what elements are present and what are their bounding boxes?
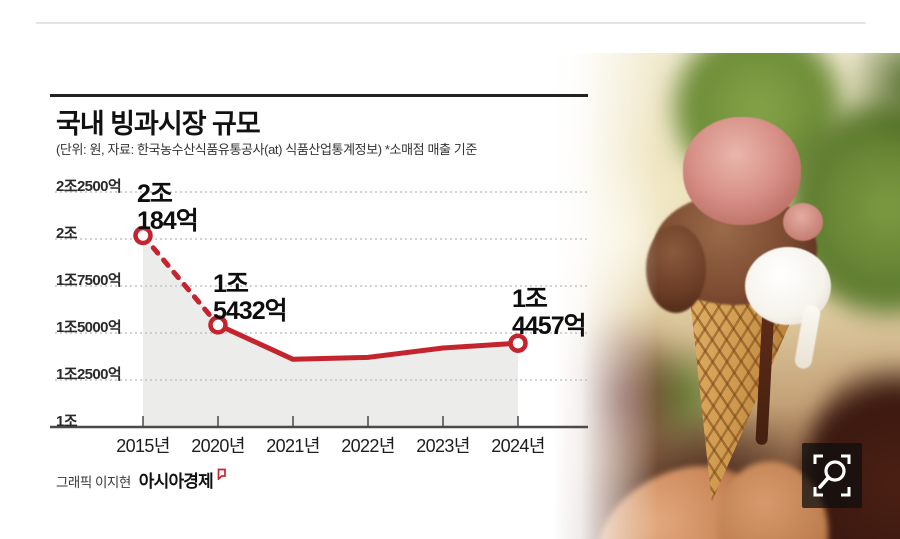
y-tick-label: 2조 [56, 225, 78, 242]
brand-name: 아시아경제 [138, 472, 214, 491]
data-label: 1조 5432억 [213, 270, 288, 325]
data-label-line: 1조 [213, 270, 249, 298]
zoom-button[interactable] [802, 443, 862, 508]
data-label-line: 1조 [512, 285, 548, 313]
x-tick-label: 2022년 [341, 436, 395, 456]
data-label: 1조 4457억 [512, 285, 587, 340]
top-divider [36, 22, 866, 24]
data-label-line: 184억 [137, 207, 199, 235]
data-label-line: 2조 [137, 180, 173, 208]
chart-subtitle: (단위: 원, 자료: 한국농수산식품유통공사(at) 식품산업통계정보) *소… [56, 142, 477, 157]
y-tick-label: 1조 [56, 413, 78, 430]
data-label-line: 4457억 [512, 312, 587, 340]
x-tick-label: 2020년 [191, 436, 245, 456]
series-line [215, 322, 521, 362]
x-tick-label: 2015년 [116, 436, 170, 456]
asiae-logo-mark-icon [217, 467, 227, 485]
area-fill [143, 235, 518, 427]
x-tick-label: 2023년 [416, 436, 470, 456]
y-tick-label: 1조5000억 [56, 319, 122, 336]
x-tick-label: 2021년 [266, 436, 320, 456]
y-tick-label: 1조2500억 [56, 366, 122, 383]
chart-title: 국내 빙과시장 규모 [56, 109, 261, 139]
y-tick-label: 2조2500억 [56, 178, 122, 195]
data-label-line: 5432억 [213, 297, 288, 325]
series-line-dashed [140, 233, 221, 328]
title-rule [50, 94, 588, 97]
magnifier-icon [802, 443, 862, 508]
ice-cream-photo [553, 53, 900, 539]
data-label: 2조 184억 [137, 180, 199, 235]
footer: 그래픽 이지현 아시아경제 [56, 467, 231, 492]
graphic-credit: 그래픽 이지현 [56, 475, 131, 490]
x-tick-label: 2024년 [491, 436, 545, 456]
y-tick-label: 1조7500억 [56, 272, 122, 289]
